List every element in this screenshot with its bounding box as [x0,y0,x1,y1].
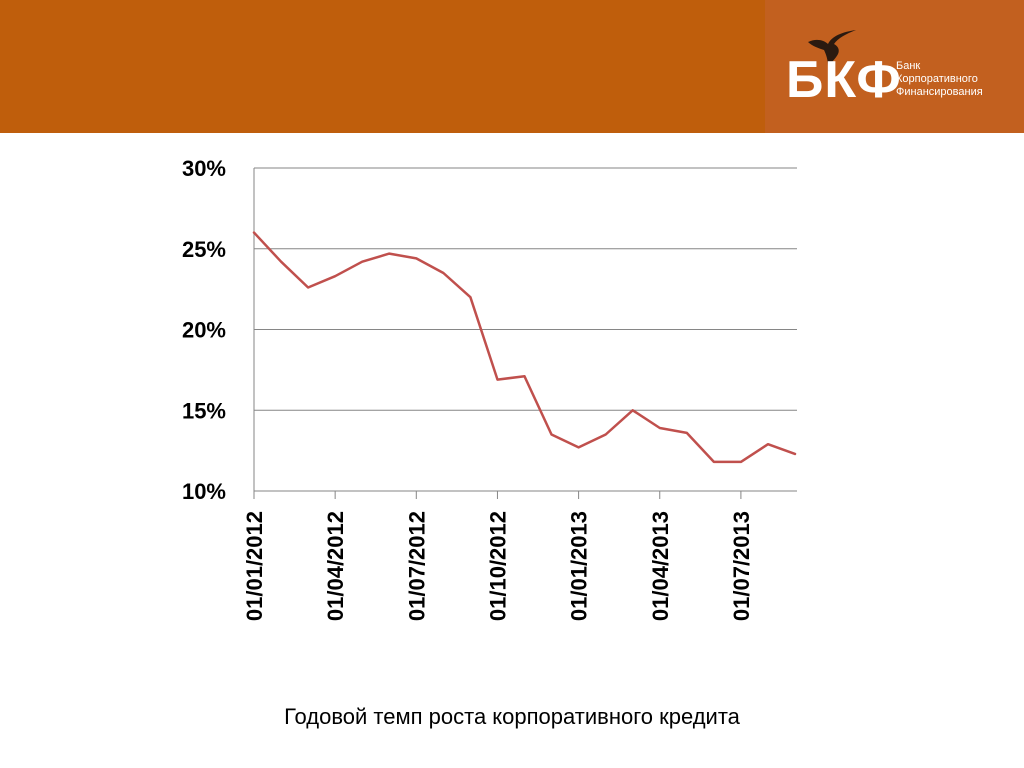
series-line [252,231,797,464]
y-tick-label: 25% [182,237,226,262]
x-tick-label: 01/07/2013 [729,511,754,621]
line-chart: 10% 15% 20% 25% 30% 01/01/2012 01/04/2012 01/07… [182,156,797,621]
x-tick-label: 01/04/2012 [323,511,348,621]
bank-name-line: Банк [896,60,921,72]
bank-name-line: Корпоративного [896,73,978,85]
bank-name-line: Финансирования [896,86,983,98]
y-tick-label: 15% [182,398,226,423]
y-tick-label: 30% [182,156,226,181]
logo-letters: БКФ [786,51,902,109]
y-tick-label: 20% [182,318,226,343]
hummingbird-icon [808,30,856,66]
logo-panel [765,0,1024,133]
x-tick-label: 01/07/2012 [404,511,429,621]
x-tick-label: 01/10/2012 [485,511,510,621]
bank-name: Банк Корпоративного Финансирования [896,60,983,99]
x-tick-label: 01/04/2013 [648,511,673,621]
chart-caption: Годовой темп роста корпоративного кредит… [284,704,740,729]
x-tick-label: 01/01/2013 [567,511,592,621]
y-tick-label: 10% [182,479,226,504]
x-tick-label: 01/01/2012 [242,511,267,621]
